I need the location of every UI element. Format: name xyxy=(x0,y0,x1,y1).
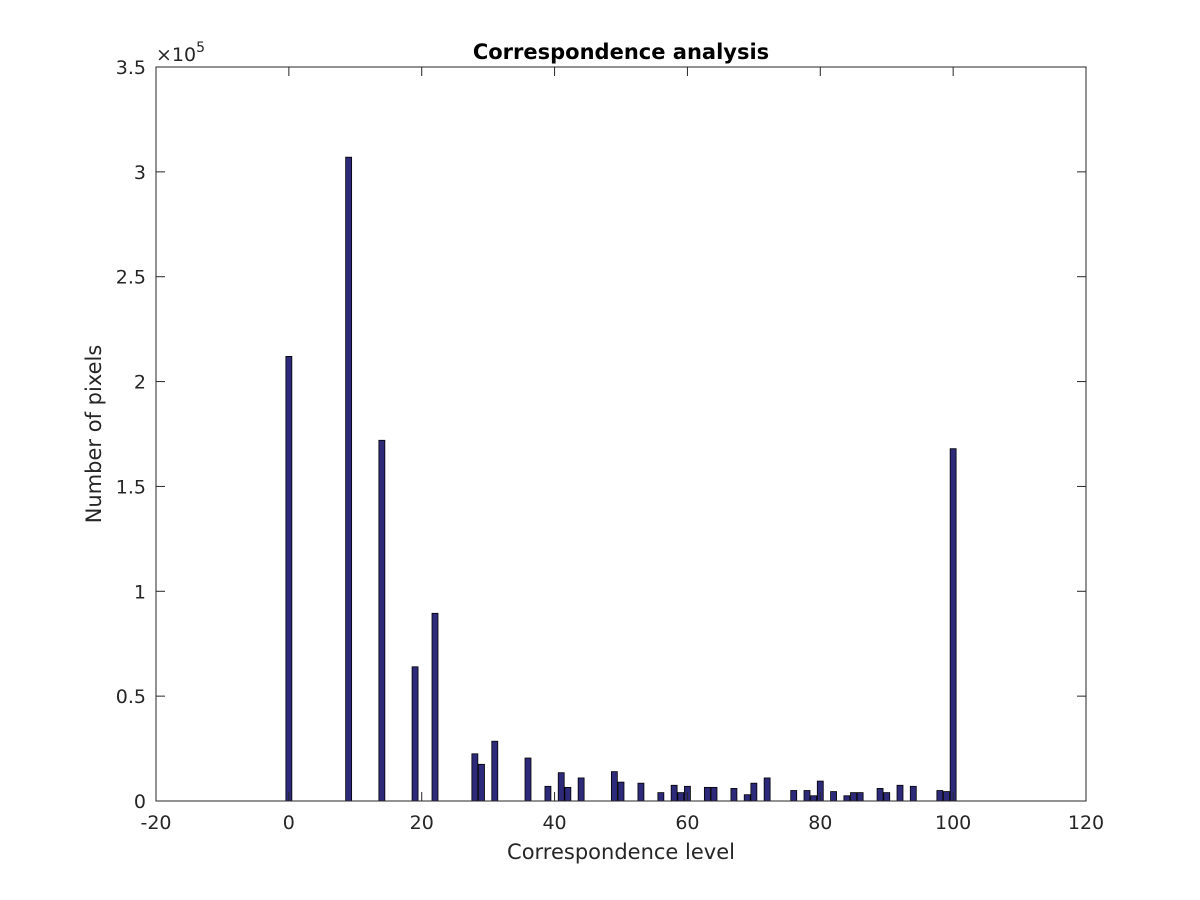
chart-title: Correspondence analysis xyxy=(473,40,769,64)
bar xyxy=(657,792,665,802)
x-tick-label: 80 xyxy=(808,812,832,834)
x-axis-label: Correspondence level xyxy=(507,840,735,864)
bar xyxy=(431,612,439,802)
y-tick-label: 3.5 xyxy=(116,57,146,79)
x-tick-label: 100 xyxy=(935,812,971,834)
x-tick-label: 40 xyxy=(542,812,566,834)
y-tick-label: 0.5 xyxy=(116,686,146,708)
y-tick-label: 1 xyxy=(134,581,146,603)
y-exponent-power: 5 xyxy=(196,40,205,56)
bar xyxy=(411,666,419,802)
bar xyxy=(285,356,293,802)
bar xyxy=(577,777,585,802)
bar xyxy=(943,791,950,802)
bar xyxy=(743,794,751,802)
bar xyxy=(491,740,499,802)
bar xyxy=(564,786,572,802)
bar xyxy=(617,781,625,802)
bar xyxy=(471,753,479,802)
x-tick-label: 120 xyxy=(1068,812,1104,834)
plot-background xyxy=(156,67,1086,801)
bar xyxy=(883,792,891,802)
y-tick-label: 2 xyxy=(134,372,146,394)
y-tick-label: 2.5 xyxy=(116,267,146,289)
y-tick-label: 0 xyxy=(134,791,146,813)
bar xyxy=(763,777,771,802)
y-axis-label: Number of pixels xyxy=(82,345,106,524)
bar xyxy=(544,785,552,802)
x-tick-label: 20 xyxy=(410,812,434,834)
bar xyxy=(876,788,884,802)
bar xyxy=(730,788,738,802)
bar xyxy=(949,448,957,802)
bar xyxy=(478,763,485,802)
bar xyxy=(909,785,917,802)
bar xyxy=(524,757,532,802)
x-tick-label: 60 xyxy=(675,812,699,834)
bar xyxy=(803,790,811,802)
bar xyxy=(557,772,565,802)
y-exponent-label: ×105 xyxy=(156,40,205,66)
y-exponent-base: ×10 xyxy=(156,44,196,66)
bars-group xyxy=(285,156,957,802)
bar xyxy=(896,784,904,802)
bar xyxy=(378,439,386,802)
bar xyxy=(710,786,718,802)
bar xyxy=(345,156,353,802)
bar xyxy=(810,795,818,802)
y-tick-label: 3 xyxy=(134,162,146,184)
bar xyxy=(637,782,645,802)
bar xyxy=(677,792,685,802)
bar xyxy=(856,792,864,802)
plot-frame xyxy=(155,66,1087,802)
bar xyxy=(703,786,711,802)
bar xyxy=(843,795,851,802)
bar xyxy=(610,771,618,802)
bar xyxy=(850,792,857,802)
bar xyxy=(790,790,798,802)
y-tick-label: 1.5 xyxy=(116,476,146,498)
x-tick-label: -20 xyxy=(140,812,171,834)
bar xyxy=(936,790,944,802)
bar xyxy=(670,784,678,802)
x-tick-label: 0 xyxy=(283,812,295,834)
bar xyxy=(830,791,837,802)
bar xyxy=(750,782,758,802)
